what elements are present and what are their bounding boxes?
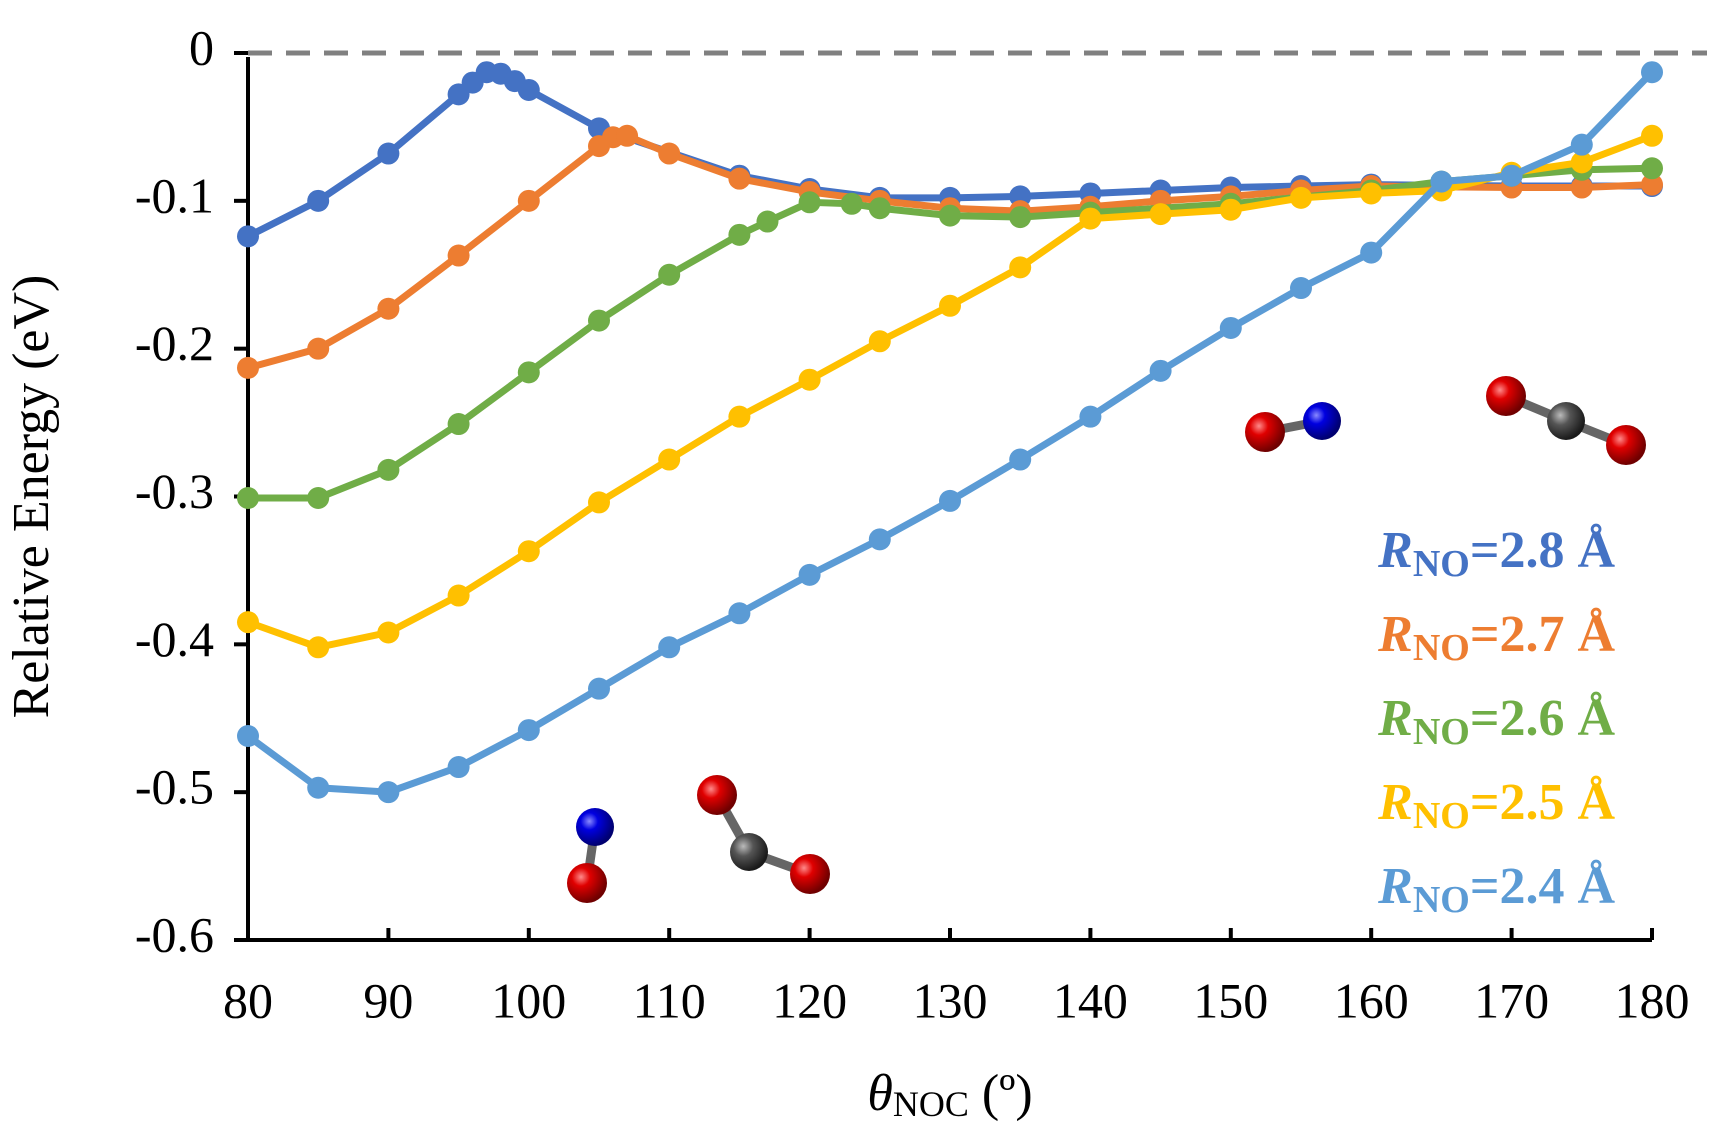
x-tick-label: 110 xyxy=(633,972,706,1028)
data-point xyxy=(448,756,470,778)
data-point xyxy=(658,143,680,165)
data-point xyxy=(658,636,680,658)
data-point xyxy=(1430,171,1452,193)
chart: 0 -0.1 -0.2 -0.3 -0.4 -0.5 -0.680 90 100 110 120 13… xyxy=(0,0,1714,1145)
data-point xyxy=(237,611,259,633)
data-point xyxy=(588,310,610,332)
data-point xyxy=(728,406,750,428)
data-point xyxy=(1009,206,1031,228)
data-point xyxy=(1150,203,1172,225)
legend-entry: RNO=2.6 Å xyxy=(1377,690,1615,753)
y-tick-label: -0.4 xyxy=(135,611,214,667)
data-point xyxy=(1571,134,1593,156)
data-point xyxy=(658,264,680,286)
data-point xyxy=(237,357,259,379)
data-point xyxy=(939,490,961,512)
data-point xyxy=(1150,360,1172,382)
data-point xyxy=(1641,61,1663,83)
data-point xyxy=(1290,277,1312,299)
data-point xyxy=(307,636,329,658)
data-point xyxy=(377,781,399,803)
data-point xyxy=(448,413,470,435)
x-tick-label: 100 xyxy=(491,972,566,1028)
data-point xyxy=(728,602,750,624)
data-point xyxy=(307,338,329,360)
data-point xyxy=(1220,199,1242,221)
data-point xyxy=(1079,406,1101,428)
data-point xyxy=(616,125,638,147)
data-point xyxy=(518,719,540,741)
data-point xyxy=(307,487,329,509)
data-point xyxy=(518,190,540,212)
data-point xyxy=(377,622,399,644)
data-point xyxy=(448,245,470,267)
data-point xyxy=(1641,157,1663,179)
y-tick-label: -0.6 xyxy=(135,906,214,962)
y-tick-label: -0.5 xyxy=(135,759,214,815)
data-point xyxy=(1501,165,1523,187)
data-point xyxy=(237,725,259,747)
data-point xyxy=(377,459,399,481)
data-point xyxy=(658,449,680,471)
x-tick-label: 120 xyxy=(772,972,847,1028)
x-tick-label: 80 xyxy=(223,972,273,1028)
data-point xyxy=(588,678,610,700)
data-point xyxy=(377,298,399,320)
data-point xyxy=(1360,242,1382,264)
data-point xyxy=(799,369,821,391)
data-point xyxy=(588,491,610,513)
x-tick-label: 140 xyxy=(1053,972,1128,1028)
data-point xyxy=(1641,125,1663,147)
data-point xyxy=(728,168,750,190)
data-point xyxy=(237,225,259,247)
data-point xyxy=(1220,317,1242,339)
x-tick-label: 130 xyxy=(913,972,988,1028)
data-point xyxy=(799,191,821,213)
data-point xyxy=(841,193,863,215)
data-point xyxy=(728,224,750,246)
data-point xyxy=(307,777,329,799)
data-point xyxy=(1009,449,1031,471)
x-tick-label: 160 xyxy=(1334,972,1409,1028)
data-point xyxy=(756,211,778,233)
y-tick-label: -0.2 xyxy=(135,315,214,371)
x-tick-label: 150 xyxy=(1193,972,1268,1028)
data-point xyxy=(307,190,329,212)
legend-entry: RNO=2.7 Å xyxy=(1377,606,1615,669)
data-point xyxy=(1360,182,1382,204)
x-axis-title: θNOC (º) xyxy=(867,1065,1032,1124)
data-point xyxy=(939,205,961,227)
data-point xyxy=(1079,208,1101,230)
data-point xyxy=(518,540,540,562)
data-point xyxy=(518,361,540,383)
data-point xyxy=(799,564,821,586)
data-point xyxy=(518,79,540,101)
legend-entry: RNO=2.4 Å xyxy=(1377,858,1615,921)
data-point xyxy=(1290,187,1312,209)
x-tick-label: 170 xyxy=(1474,972,1549,1028)
y-axis-title: Relative Energy (eV) xyxy=(3,275,60,719)
data-point xyxy=(939,295,961,317)
data-point xyxy=(869,330,891,352)
x-tick-label: 180 xyxy=(1615,972,1690,1028)
legend-entry: RNO=2.5 Å xyxy=(1377,774,1615,837)
data-point xyxy=(237,487,259,509)
data-point xyxy=(869,197,891,219)
x-tick-label: 90 xyxy=(363,972,413,1028)
data-point xyxy=(377,143,399,165)
y-tick-label: 0 xyxy=(189,19,214,75)
y-tick-label: -0.3 xyxy=(135,463,214,519)
data-point xyxy=(869,528,891,550)
y-tick-label: -0.1 xyxy=(135,167,214,223)
data-point xyxy=(448,585,470,607)
legend-entry: RNO=2.8 Å xyxy=(1377,522,1615,585)
data-point xyxy=(1009,256,1031,278)
